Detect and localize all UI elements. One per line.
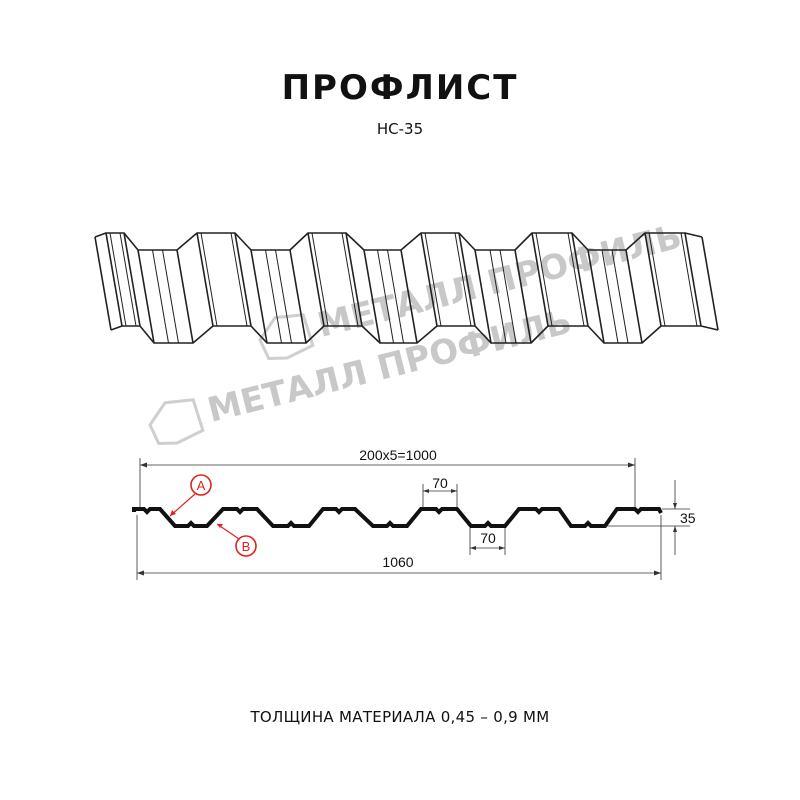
sheet-rib-line — [377, 249, 394, 344]
sheet-rib-line — [162, 249, 179, 344]
sheet-rib-line — [601, 249, 619, 344]
profile-line — [132, 507, 663, 528]
sheet-fold-line — [137, 249, 155, 344]
sheet-rib-line — [424, 232, 442, 327]
sheet-rib-line — [611, 249, 629, 344]
sheet-perspective-view — [94, 232, 719, 344]
dim-total-label: 1060 — [382, 554, 413, 570]
sheet-rib-line — [109, 232, 127, 327]
sheet-rib-line — [499, 249, 517, 344]
sheet-rib-line — [275, 249, 292, 344]
model-subtitle: НС-35 — [376, 120, 424, 138]
sheet-rib-line — [152, 249, 169, 344]
sheet-rib-line — [535, 232, 553, 327]
sheet-fold-line — [474, 249, 492, 344]
sheet-fold-line — [625, 249, 643, 344]
sheet-fold-line — [176, 249, 194, 344]
sheet-fold-line — [531, 232, 549, 327]
sheet-rib-line — [489, 249, 507, 344]
sheet-rib-line — [200, 232, 218, 327]
sheet-fold-line — [420, 232, 438, 327]
dim-bottom-flat-label: 70 — [480, 530, 496, 546]
sheet-rib-line — [265, 249, 282, 344]
sheet-fold-line — [307, 232, 325, 327]
sheet-fold-line — [234, 232, 252, 327]
sheet-rib-line — [341, 232, 359, 327]
sheet-fold-line — [105, 232, 123, 327]
dim-pitch-label: 200x5=1000 — [359, 447, 437, 463]
page-title: ПРОФЛИСТ — [281, 68, 519, 108]
dim-height-label: 35 — [680, 510, 696, 526]
material-thickness: ТОЛЩИНА МАТЕРИАЛА 0,45 – 0,9 ММ — [250, 708, 550, 726]
sheet-fold-line — [684, 232, 702, 327]
sheet-fold-line — [571, 232, 589, 327]
sheet-fold-line — [458, 232, 476, 327]
sheet-rib-line — [680, 232, 698, 327]
sheet-top-edge — [94, 232, 703, 251]
sheet-rib-line — [311, 232, 329, 327]
sheet-fold-line — [289, 249, 307, 344]
callout-a-circle — [190, 474, 212, 496]
sheet-fold-line — [587, 249, 605, 344]
sheet-fold-line — [363, 249, 381, 344]
sheet-rib-line — [648, 232, 666, 327]
sheet-rib-line — [454, 232, 472, 327]
sheet-fold-line — [123, 232, 141, 327]
callout-b-circle — [235, 535, 257, 557]
sheet-fold-line — [94, 236, 112, 331]
sheet-fold-line — [644, 232, 662, 327]
sheet-rib-line — [119, 232, 137, 327]
sheet-rib-line — [567, 232, 585, 327]
sheet-bottom-edge — [110, 325, 719, 344]
sheet-fold-line — [400, 249, 418, 344]
sheet-fold-line — [250, 249, 268, 344]
sheet-fold-line — [196, 232, 214, 327]
sheet-fold-line — [701, 236, 719, 331]
callout-b-label: B — [242, 539, 251, 554]
sheet-fold-line — [514, 249, 532, 344]
dim-top-flat-label: 70 — [432, 475, 448, 491]
callout-a-label: A — [197, 478, 206, 493]
sheet-fold-line — [345, 232, 363, 327]
sheet-rib-line — [230, 232, 248, 327]
cross-section: 200x5=1000 70 70 35 1060 A B — [132, 447, 696, 580]
sheet-rib-line — [387, 249, 404, 344]
